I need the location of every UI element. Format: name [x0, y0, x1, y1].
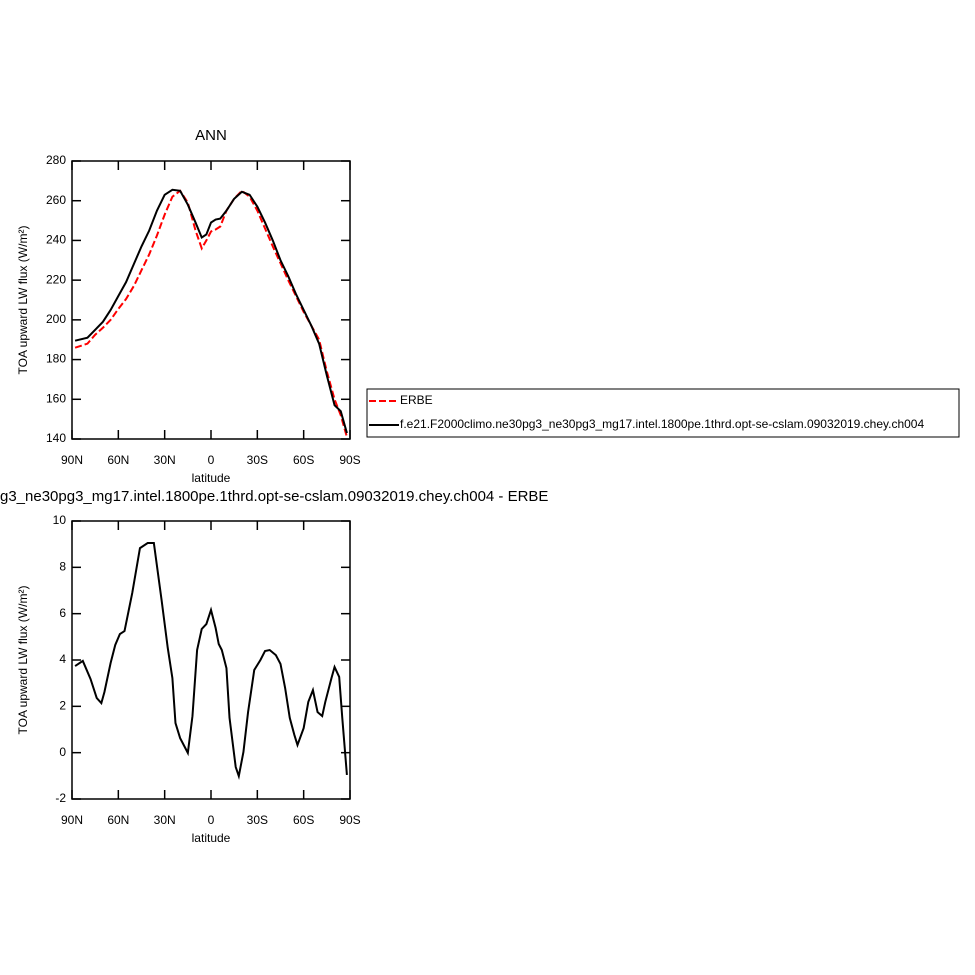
y-tick-label: -2	[55, 791, 66, 805]
x-tick-label: 60S	[293, 813, 314, 827]
y-axis-label: TOA upward LW flux (W/m²)	[16, 226, 30, 375]
y-tick-label: 6	[59, 606, 66, 620]
x-tick-label: 60S	[293, 453, 314, 467]
y-tick-label: 280	[46, 153, 66, 167]
x-tick-label: 90N	[61, 813, 83, 827]
y-tick-label: 260	[46, 193, 66, 207]
y-tick-label: 200	[46, 312, 66, 326]
legend-box	[366, 388, 960, 438]
y-axis-label: TOA upward LW flux (W/m²)	[16, 586, 30, 735]
y-tick-label: 8	[59, 560, 66, 574]
y-tick-label: 160	[46, 391, 66, 405]
data-line	[74, 542, 348, 780]
data-line	[74, 188, 348, 434]
x-tick-label: 30S	[247, 813, 268, 827]
x-axis-label: latitude	[192, 831, 231, 845]
x-tick-label: 60N	[107, 453, 129, 467]
y-tick-label: 0	[59, 745, 66, 759]
x-tick-label: 30N	[154, 813, 176, 827]
x-tick-label: 60N	[107, 813, 129, 827]
x-tick-label: 30N	[154, 453, 176, 467]
x-tick-label: 90S	[339, 453, 360, 467]
x-tick-label: 0	[208, 813, 215, 827]
y-tick-label: 4	[59, 652, 66, 666]
y-tick-label: 220	[46, 272, 66, 286]
y-tick-label: 140	[46, 431, 66, 445]
legend-label: f.e21.F2000climo.ne30pg3_ne30pg3_mg17.in…	[400, 417, 924, 431]
plot-frame	[71, 520, 351, 800]
x-axis-label: latitude	[192, 471, 231, 485]
plot-frame	[71, 160, 351, 440]
chart-title: ANN	[195, 127, 227, 144]
x-tick-label: 0	[208, 453, 215, 467]
y-tick-label: 180	[46, 352, 66, 366]
chart-title: g3_ne30pg3_mg17.intel.1800pe.1thrd.opt-s…	[0, 488, 548, 505]
x-tick-label: 90N	[61, 453, 83, 467]
x-tick-label: 30S	[247, 453, 268, 467]
y-tick-label: 10	[53, 513, 67, 527]
x-tick-label: 90S	[339, 813, 360, 827]
y-tick-label: 240	[46, 233, 66, 247]
legend-label: ERBE	[400, 393, 433, 407]
y-tick-label: 2	[59, 699, 66, 713]
